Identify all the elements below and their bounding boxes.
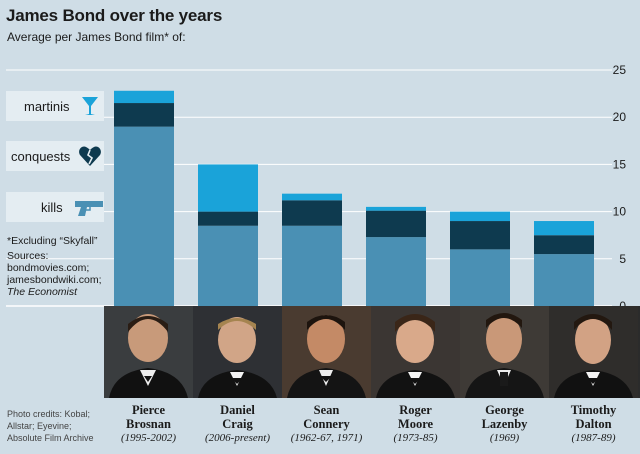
martini-glass-icon — [82, 97, 98, 115]
bar-martinis — [366, 206, 426, 211]
bars — [114, 90, 594, 306]
photo-credits: Photo credits: Kobal; Allstar; Eyevine; … — [7, 408, 107, 444]
bar-martinis — [534, 221, 594, 236]
portrait-lazenby — [460, 306, 549, 398]
bar-martinis — [450, 211, 510, 222]
bar-conquests — [534, 235, 594, 255]
bar-kills — [366, 237, 426, 306]
legend-label-martinis: martinis — [24, 99, 70, 114]
bar-conquests — [114, 103, 174, 127]
bar-martinis — [282, 193, 342, 201]
bar-martinis — [198, 164, 258, 212]
credits-line: Allstar; Eyevine; — [7, 421, 72, 431]
actor-first-name: Roger — [399, 403, 432, 417]
y-tick-label: 5 — [619, 252, 626, 266]
footnote: *Excluding “Skyfall” Sources: bondmovies… — [7, 235, 107, 298]
actor-years: (1969) — [489, 432, 520, 444]
actor-first-name: Daniel — [220, 403, 255, 417]
broken-heart-icon — [79, 146, 101, 166]
actor-name-3: Sean Connery — [282, 403, 371, 431]
y-tick-label: 10 — [613, 205, 627, 219]
credits-line: Photo credits: Kobal; — [7, 409, 91, 419]
actor-last-name: Brosnan — [126, 417, 171, 431]
portrait-brosnan — [104, 306, 193, 398]
actor-years: (1962-67, 1971) — [290, 432, 363, 444]
actor-last-name: Dalton — [575, 417, 612, 431]
footnote-sources-label: Sources: — [7, 250, 49, 262]
credits-line: Absolute Film Archive — [7, 433, 94, 443]
actor-last-name: Connery — [303, 417, 350, 431]
y-tick-label: 15 — [613, 157, 627, 171]
bar-conquests — [282, 200, 342, 226]
portrait-dalton — [549, 306, 638, 398]
bar-conquests — [198, 211, 258, 226]
footnote-source-2: jamesbondwiki.com; — [7, 274, 102, 286]
actor-name-5: George Lazenby — [460, 403, 549, 431]
y-tick-label: 25 — [613, 63, 627, 77]
footnote-source-3: The Economist — [7, 286, 78, 298]
footnote-exclusion: *Excluding “Skyfall” — [7, 235, 98, 247]
actor-years: (1973-85) — [393, 432, 438, 444]
legend-label-kills: kills — [41, 200, 63, 215]
chart-subtitle: Average per James Bond film* of: — [7, 30, 186, 44]
actor-name-6: Timothy Dalton — [549, 403, 638, 431]
actor-first-name: Pierce — [131, 403, 166, 417]
bar-martinis — [114, 90, 174, 104]
bar-conquests — [450, 221, 510, 250]
actor-name-4: Roger Moore — [371, 403, 460, 431]
actor-first-name: Timothy — [570, 403, 617, 417]
y-tick-labels: 0510152025 — [613, 63, 627, 313]
portrait-moore — [371, 306, 460, 398]
legend-item-conquests: conquests — [6, 141, 104, 171]
actor-years: (2006-present) — [205, 432, 270, 444]
y-tick-label: 20 — [613, 110, 627, 124]
actor-last-name: Lazenby — [481, 417, 528, 431]
legend-item-martinis: martinis — [6, 91, 104, 121]
actor-last-name: Moore — [397, 417, 434, 431]
bar-kills — [534, 254, 594, 306]
footnote-source-1: bondmovies.com; — [7, 262, 90, 274]
actor-name-2: Daniel Craig — [193, 403, 282, 431]
pistol-icon — [75, 201, 103, 216]
actor-years: (1987-89) — [571, 432, 616, 444]
bar-kills — [282, 225, 342, 306]
legend-label-conquests: conquests — [11, 149, 71, 164]
bar-conquests — [366, 210, 426, 238]
portrait-craig — [193, 306, 282, 398]
portrait-connery — [282, 306, 371, 398]
bar-kills — [450, 249, 510, 306]
actor-first-name: George — [485, 403, 524, 417]
bar-kills — [114, 126, 174, 306]
actor-years: (1995-2002) — [121, 432, 176, 444]
legend-item-kills: kills — [6, 192, 104, 222]
actor-last-name: Craig — [222, 417, 253, 431]
bar-kills — [198, 225, 258, 306]
actor-name-1: Pierce Brosnan — [104, 403, 193, 431]
actor-photo-strip — [104, 306, 640, 398]
chart-title: James Bond over the years — [6, 6, 223, 25]
actor-first-name: Sean — [313, 403, 340, 417]
